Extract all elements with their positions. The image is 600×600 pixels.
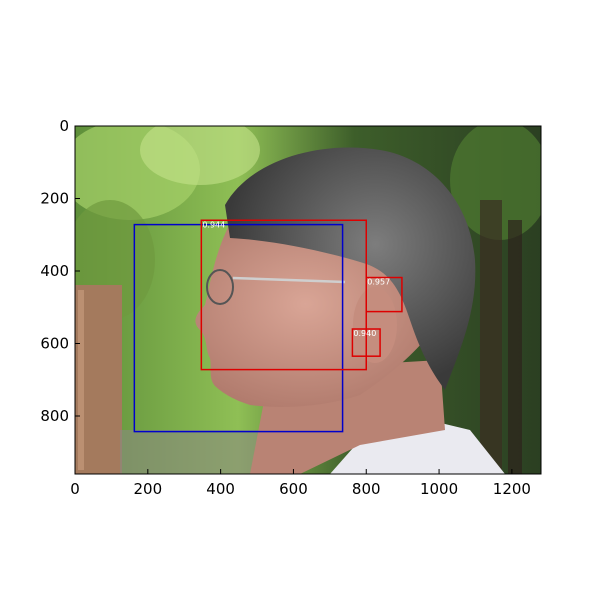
x-tick-label: 1200 bbox=[493, 480, 531, 498]
axis-ticks: 0 200 400 600 800 1000 1200 0 200 400 600 800 bbox=[40, 117, 531, 498]
x-tick-label: 200 bbox=[133, 480, 162, 498]
detection-boxes: 0.944 0.957 0.940 bbox=[133, 219, 403, 433]
ear-box-upper bbox=[365, 276, 403, 313]
y-tick-label: 800 bbox=[40, 407, 69, 425]
y-tick-label: 600 bbox=[40, 335, 69, 353]
x-tick-label: 800 bbox=[352, 480, 381, 498]
photo bbox=[75, 126, 541, 474]
y-tick-label: 400 bbox=[40, 262, 69, 280]
x-tick-label: 1000 bbox=[420, 480, 458, 498]
ear-box-upper-score: 0.957 bbox=[367, 278, 390, 287]
x-tick-label: 400 bbox=[206, 480, 235, 498]
ear-box-lower-score: 0.940 bbox=[353, 329, 376, 338]
y-tick-label: 200 bbox=[40, 190, 69, 208]
axes-frame bbox=[74, 125, 542, 475]
x-tick-label: 0 bbox=[70, 480, 80, 498]
ear-box-lower bbox=[351, 328, 381, 357]
x-tick-label: 600 bbox=[279, 480, 308, 498]
y-tick-label: 0 bbox=[59, 117, 69, 135]
face-box-blue bbox=[133, 223, 344, 433]
head-box-red-score: 0.944 bbox=[202, 220, 225, 229]
